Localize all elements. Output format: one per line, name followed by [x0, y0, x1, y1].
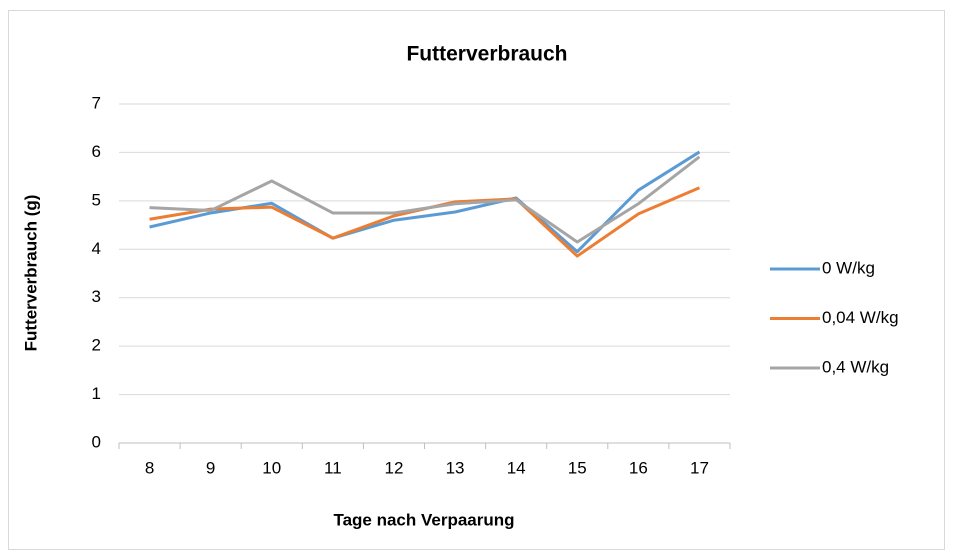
series-line [149, 155, 701, 244]
x-tick-label: 12 [384, 458, 403, 477]
chart-title: Futterverbrauch [406, 43, 567, 66]
x-tick-label: 11 [324, 458, 342, 477]
x-axis-label: Tage nach Verpaarung [333, 510, 514, 529]
y-tick-label: 4 [92, 239, 101, 258]
x-tick-label: 16 [629, 458, 648, 477]
x-tick-label: 13 [446, 458, 465, 477]
x-tick-label: 17 [690, 458, 709, 477]
y-tick-label: 1 [92, 384, 101, 403]
y-tick-label: 5 [92, 190, 101, 209]
x-tick-label: 14 [507, 458, 526, 477]
legend-label: 0 W/kg [822, 258, 875, 277]
y-tick-label: 6 [92, 142, 101, 161]
chart-border [8, 10, 945, 550]
x-tick-label: 9 [206, 458, 215, 477]
y-tick-label: 3 [92, 287, 101, 306]
x-tick-label: 15 [568, 458, 587, 477]
x-tick-label: 8 [145, 458, 154, 477]
y-tick-label: 0 [92, 432, 101, 451]
legend-label: 0,04 W/kg [822, 308, 899, 327]
y-tick-label: 7 [92, 93, 101, 112]
y-axis-label: Futterverbrauch (g) [21, 195, 40, 352]
legend-label: 0,4 W/kg [822, 357, 889, 376]
y-tick-label: 2 [92, 336, 101, 355]
x-tick-label: 10 [262, 458, 281, 477]
